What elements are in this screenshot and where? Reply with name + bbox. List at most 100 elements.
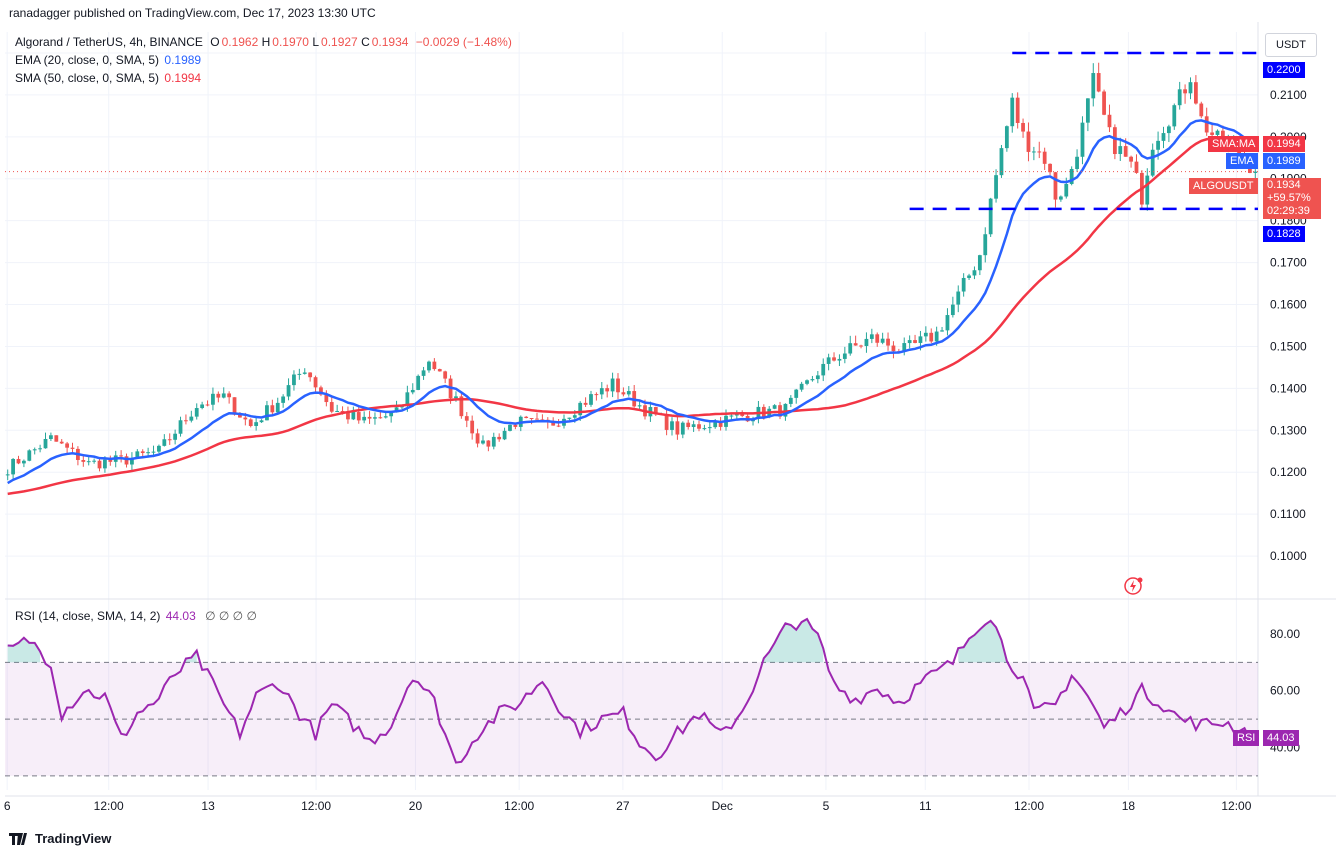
key-levels xyxy=(5,51,1258,211)
candle-body xyxy=(853,343,858,346)
ohlc-c-label: C xyxy=(361,35,370,49)
resistance-price-tag: 0.2200 xyxy=(1263,62,1305,78)
candle-body xyxy=(367,416,372,419)
candle-body xyxy=(686,422,691,428)
candle-body xyxy=(875,334,880,343)
time-tick-label: Dec xyxy=(712,799,733,813)
candle-body xyxy=(799,383,804,390)
candle-body xyxy=(994,175,998,199)
candle-body xyxy=(108,459,113,462)
candle-body xyxy=(821,363,826,376)
candle-body xyxy=(27,450,32,461)
last-price: 0.1934 xyxy=(1267,179,1301,191)
time-tick-label: 20 xyxy=(409,799,423,813)
candle-body xyxy=(891,345,896,352)
candle-body xyxy=(470,420,475,434)
candle-body xyxy=(167,439,172,441)
candle-body xyxy=(248,419,253,426)
time-tick-label: 11 xyxy=(919,799,932,813)
price-chart[interactable]: 0.1000 0.1100 0.1200 0.1300 0.1400 0.1500 0.16… xyxy=(0,22,1336,828)
ema-legend[interactable]: EMA (20, close, 0, SMA, 5) 0.1989 xyxy=(15,53,201,67)
ema-20-line xyxy=(7,119,1257,485)
candle-body xyxy=(1129,156,1133,162)
candle-body xyxy=(842,353,847,359)
candle-body xyxy=(1150,149,1155,176)
sma-axis-label: SMA:MA xyxy=(1208,136,1260,152)
candle-body xyxy=(621,392,626,395)
candle-body xyxy=(551,422,556,426)
sma-legend-label: SMA (50, close, 0, SMA, 5) xyxy=(15,71,160,85)
candle-body xyxy=(805,380,809,384)
lightning-alert-icon[interactable] xyxy=(1123,575,1145,597)
rsi-overbought-fill xyxy=(958,620,1007,663)
candle-body xyxy=(637,405,642,407)
candle-body xyxy=(1053,172,1058,200)
candle-body xyxy=(378,417,383,419)
candle-body xyxy=(1199,103,1204,117)
candle-body xyxy=(437,369,442,372)
sma-legend-value: 0.1994 xyxy=(164,71,202,85)
candle-body xyxy=(1166,126,1171,134)
rsi-axis-label: RSI xyxy=(1233,730,1260,746)
candle-body xyxy=(788,397,793,404)
candle-body xyxy=(1075,156,1079,169)
tradingview-brand[interactable]: TradingView xyxy=(9,831,111,846)
candle-body xyxy=(923,332,928,337)
candle-body xyxy=(313,377,318,388)
candle-body xyxy=(675,421,680,435)
candle-body xyxy=(421,370,426,376)
rsi-pane xyxy=(5,617,1258,777)
price-tick-label: 0.1600 xyxy=(1270,298,1307,312)
last-price-tag: 0.1934 +59.57% 02:29:39 xyxy=(1263,178,1321,219)
candle-body xyxy=(940,330,944,332)
candle-body xyxy=(826,357,831,364)
time-tick-label: 12:00 xyxy=(1221,799,1251,813)
candle-body xyxy=(907,340,912,344)
candle-body xyxy=(859,345,863,347)
candle-body xyxy=(32,449,37,451)
sma-50-line xyxy=(7,136,1256,496)
sma-legend[interactable]: SMA (50, close, 0, SMA, 5) 0.1994 xyxy=(15,71,201,85)
candle-body xyxy=(443,371,448,379)
candle-body xyxy=(610,378,615,392)
candle-body xyxy=(227,393,232,398)
time-tick-label: 12:00 xyxy=(94,799,124,813)
symbol-name: Algorand / TetherUS, 4h, BINANCE xyxy=(15,35,203,49)
candle-body xyxy=(902,343,907,352)
price-tick-label: 0.1500 xyxy=(1270,339,1307,353)
candle-body xyxy=(589,394,593,405)
candle-body xyxy=(664,413,669,430)
ohlc-high: 0.1970 xyxy=(272,35,309,49)
candle-body xyxy=(92,460,97,462)
price-tick-label: 0.1300 xyxy=(1270,423,1307,437)
candle-body xyxy=(832,357,836,361)
candle-body xyxy=(38,448,42,450)
candle-body xyxy=(1161,133,1166,141)
candle-body xyxy=(49,435,53,439)
candle-body xyxy=(713,421,718,428)
candle-body xyxy=(238,414,242,418)
candle-body xyxy=(502,430,507,440)
candle-body xyxy=(794,389,799,398)
candle-body xyxy=(173,433,178,440)
candle-body xyxy=(319,387,323,395)
rsi-legend[interactable]: RSI (14, close, SMA, 14, 2) 44.03 ∅ ∅ ∅ … xyxy=(15,609,257,623)
moving-averages xyxy=(7,119,1257,496)
candle-body xyxy=(977,255,982,271)
candle-body xyxy=(508,424,512,431)
rsi-axis-value: 44.03 xyxy=(1263,730,1299,746)
candle-body xyxy=(653,407,658,415)
candle-body xyxy=(491,436,496,447)
candle-body xyxy=(362,416,367,421)
candle-body xyxy=(351,412,356,420)
candle-body xyxy=(1188,82,1193,94)
time-tick-label: 12:00 xyxy=(1014,799,1044,813)
candle-body xyxy=(513,424,518,427)
time-tick-label: 18 xyxy=(1122,799,1136,813)
candle-body xyxy=(81,459,86,462)
rsi-overbought-fill xyxy=(7,637,41,663)
candle-body xyxy=(524,416,529,419)
currency-button[interactable]: USDT xyxy=(1265,33,1317,57)
candle-body xyxy=(810,379,815,381)
candle-body xyxy=(594,394,599,396)
